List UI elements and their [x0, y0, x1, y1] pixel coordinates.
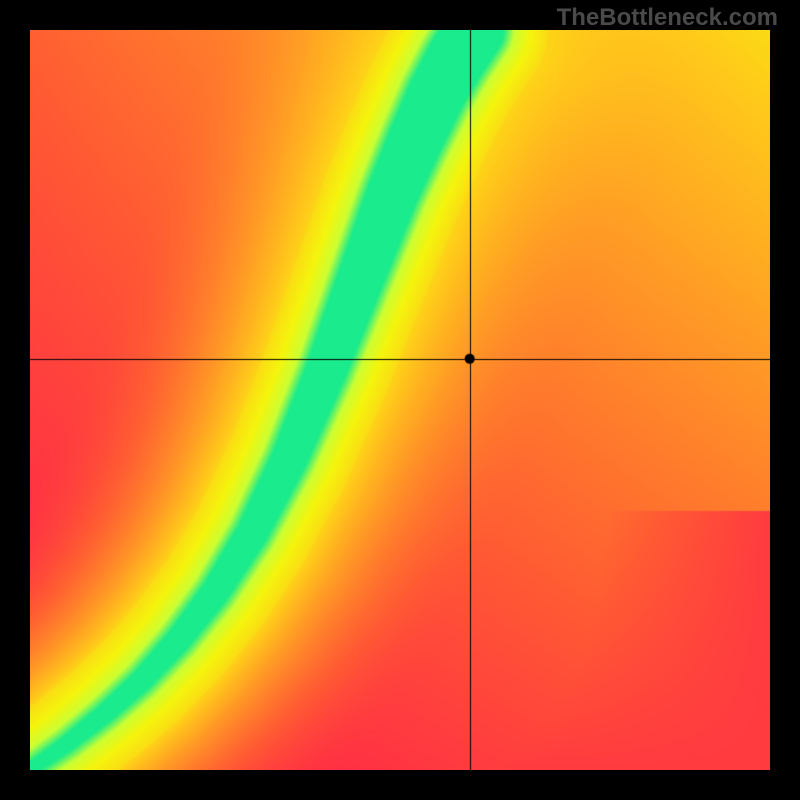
watermark-text: TheBottleneck.com: [557, 4, 778, 32]
bottleneck-heatmap: [30, 30, 770, 770]
chart-container: TheBottleneck.com: [0, 0, 800, 800]
